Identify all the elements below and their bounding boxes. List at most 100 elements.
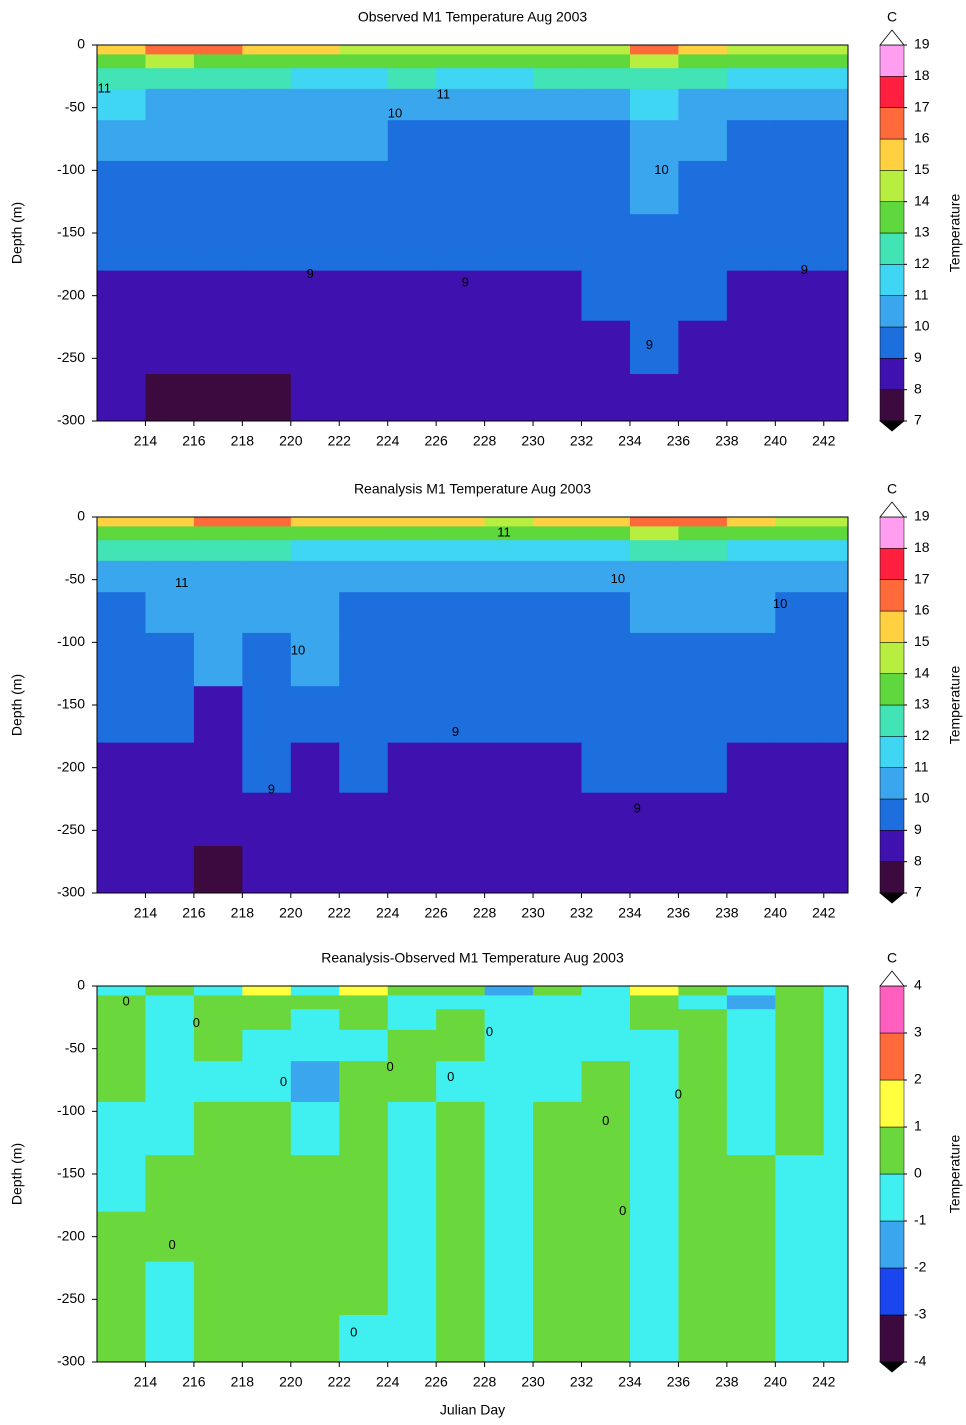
- x-tick-label: 226: [424, 1374, 448, 1390]
- contour-cell: [484, 374, 534, 421]
- contour-cell: [339, 686, 389, 744]
- contour-cell: [726, 1029, 776, 1062]
- contour-cell: [726, 54, 776, 69]
- contour-cell: [775, 68, 825, 90]
- contour-cell: [242, 526, 292, 541]
- contour-cell: [339, 68, 389, 90]
- contour-cell: [97, 560, 147, 593]
- contour-cell: [193, 540, 243, 562]
- contour-cell: [290, 540, 340, 562]
- contour-cell: [581, 1029, 631, 1062]
- contour-cell: [726, 540, 776, 562]
- contour-cell: [193, 995, 243, 1010]
- contour-cell: [97, 995, 147, 1010]
- contour-cell: [290, 1101, 340, 1156]
- chart-title: Reanalysis M1 Temperature Aug 2003: [354, 481, 591, 497]
- contour-cell: [581, 1009, 631, 1031]
- contour-cell: [726, 632, 776, 687]
- contour-cell: [533, 270, 583, 322]
- x-tick-label: 232: [570, 433, 594, 449]
- contour-cell: [290, 1261, 340, 1316]
- x-tick-label: 218: [231, 905, 255, 921]
- x-tick-label: 216: [182, 433, 206, 449]
- contour-cell: [387, 88, 437, 121]
- x-tick-label: 220: [279, 1374, 303, 1390]
- contour-cell: [339, 1101, 389, 1156]
- contour-cell: [290, 986, 340, 996]
- contour-label: 11: [98, 80, 112, 95]
- contour-cell: [629, 214, 680, 272]
- contour-cell: [436, 88, 486, 121]
- contour-cell: [242, 1155, 292, 1213]
- contour-cell: [678, 1009, 728, 1031]
- contour-cell: [436, 560, 486, 593]
- contour-cell: [145, 792, 195, 847]
- contour-cell: [193, 1061, 243, 1103]
- y-tick-label: 0: [77, 977, 85, 993]
- contour-cell: [97, 1029, 147, 1062]
- contour-cell: [823, 1155, 848, 1213]
- contour-cell: [436, 995, 486, 1010]
- colorbar-unit: C: [887, 950, 897, 966]
- contour-cell: [436, 517, 486, 527]
- chart-title: Reanalysis-Observed M1 Temperature Aug 2…: [321, 950, 624, 966]
- contour-cell: [290, 592, 340, 634]
- contour-cell: [775, 45, 825, 55]
- contour-cell: [145, 526, 195, 541]
- contour-cell: [97, 986, 147, 996]
- contour-label: 11: [437, 87, 451, 102]
- contour-cell: [629, 632, 680, 687]
- contour-cell: [436, 1261, 486, 1316]
- contour-label: 0: [447, 1069, 454, 1084]
- contour-cell: [242, 45, 292, 55]
- colorbar-tick-label: 1: [914, 1118, 922, 1134]
- contour-cell: [581, 88, 631, 121]
- contour-cell: [726, 160, 776, 215]
- colorbar-tick-label: -2: [914, 1259, 927, 1275]
- contour-cell: [678, 1029, 728, 1062]
- contour-cell: [97, 68, 147, 90]
- contour-cell: [387, 1315, 437, 1362]
- contour-cell: [339, 1029, 389, 1062]
- x-tick-label: 242: [812, 905, 836, 921]
- x-tick-label: 240: [764, 433, 788, 449]
- contour-cell: [242, 1029, 292, 1062]
- contour-cell: [193, 792, 243, 847]
- contour-cell: [678, 88, 728, 121]
- contour-cell: [726, 526, 776, 541]
- colorbar-tick-label: 7: [914, 884, 922, 900]
- contour-cell: [242, 995, 292, 1010]
- contour-cell: [97, 632, 147, 687]
- contour-label: 0: [350, 1325, 357, 1340]
- contour-cell: [533, 1261, 583, 1316]
- contour-cell: [775, 986, 825, 996]
- contour-cell: [387, 792, 437, 847]
- contour-cell: [581, 560, 631, 593]
- colorbar-tick-label: 17: [914, 98, 930, 114]
- contour-cell: [484, 686, 534, 744]
- cells: [97, 986, 848, 1362]
- contour-cell: [387, 120, 437, 162]
- contour-cell: [726, 88, 776, 121]
- contour-cell: [145, 54, 195, 69]
- contour-cell: [775, 160, 825, 215]
- contour-cell: [533, 1029, 583, 1062]
- contour-cell: [290, 270, 340, 322]
- contour-cell: [290, 45, 340, 55]
- contour-cell: [290, 120, 340, 162]
- contour-cell: [97, 742, 147, 794]
- contour-cell: [823, 54, 848, 69]
- contour-cell: [726, 792, 776, 847]
- contour-cell: [387, 686, 437, 744]
- colorbar-swatch: [879, 673, 905, 706]
- plot-area: [97, 986, 848, 1362]
- contour-cell: [823, 792, 848, 847]
- x-tick-label: 236: [667, 905, 691, 921]
- contour-cell: [533, 792, 583, 847]
- contour-cell: [339, 270, 389, 322]
- contour-cell: [387, 54, 437, 69]
- contour-cell: [290, 54, 340, 69]
- contour-cell: [145, 1261, 195, 1316]
- contour-cell: [436, 45, 486, 55]
